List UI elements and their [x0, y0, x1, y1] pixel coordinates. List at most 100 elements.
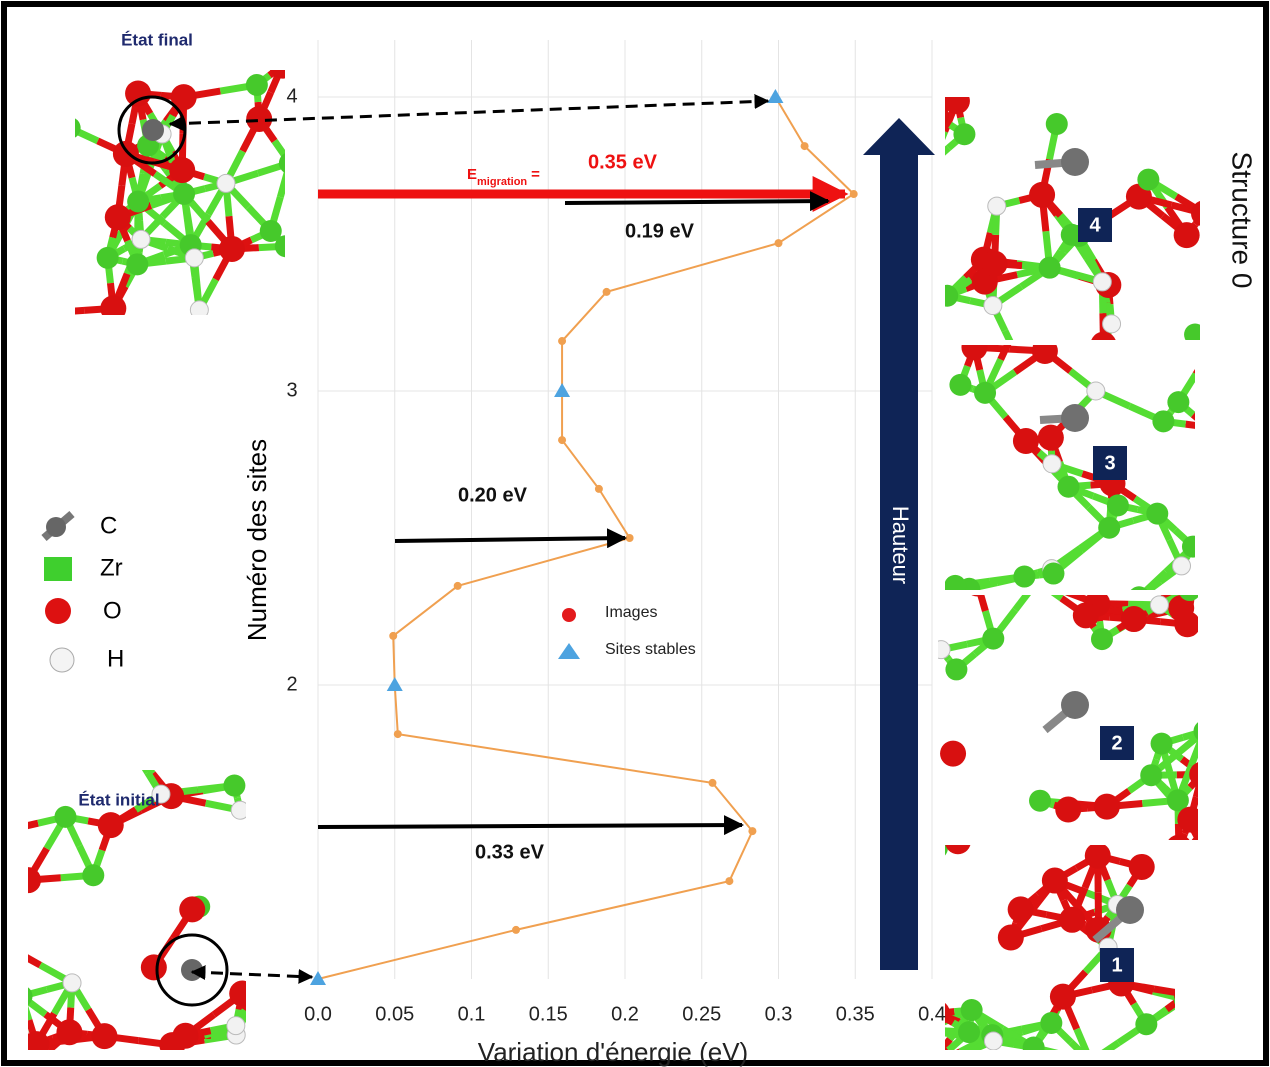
- dashed-arrow: [190, 965, 314, 984]
- atom: [184, 248, 204, 268]
- bond: [75, 306, 85, 315]
- y-tick-label: 4: [286, 85, 297, 107]
- atom: [54, 805, 77, 828]
- atom: [945, 284, 959, 307]
- image-point: [748, 827, 757, 836]
- atom: [1174, 611, 1198, 638]
- barrier-label: 0.19 eV: [625, 220, 695, 242]
- height-label: Hauteur: [888, 506, 913, 584]
- atom: [100, 295, 127, 315]
- bond: [1153, 985, 1175, 996]
- site-box: [1100, 726, 1134, 760]
- y-axis-label: Numéro des sites: [242, 439, 272, 641]
- atom-label: Zr: [100, 554, 123, 581]
- atom: [104, 204, 131, 231]
- atom: [1045, 113, 1068, 136]
- carbon: [142, 119, 164, 141]
- height-arrow: [863, 118, 935, 970]
- atom: [938, 640, 951, 660]
- stable-site: [767, 89, 784, 103]
- atom: [269, 70, 285, 79]
- image-point: [512, 925, 521, 934]
- x-tick-label: 0.15: [529, 1003, 568, 1025]
- bond: [1001, 329, 1014, 340]
- atom: [1086, 381, 1106, 401]
- atom: [997, 924, 1024, 951]
- bond: [945, 1037, 953, 1050]
- site-boxes: 4 3 2 1: [1078, 208, 1134, 982]
- carbon: [1061, 404, 1089, 432]
- bond: [28, 819, 39, 830]
- legend-label: Sites stables: [605, 641, 696, 658]
- atom: [945, 845, 971, 855]
- image-point: [558, 337, 567, 346]
- bond: [1175, 731, 1198, 756]
- image-point: [558, 436, 567, 445]
- structure-panel: [938, 595, 1198, 840]
- site-box-label: 4: [1089, 214, 1101, 236]
- atom-icon: [49, 647, 75, 673]
- atom: [241, 984, 246, 1005]
- bond: [1068, 1039, 1084, 1050]
- atom: [1013, 565, 1036, 588]
- atom: [1041, 867, 1068, 894]
- atom: [28, 867, 42, 894]
- atom: [274, 235, 285, 258]
- image-point: [393, 730, 402, 739]
- atom: [982, 627, 1005, 650]
- plot: 0.0 0.05 0.1 0.15 0.2 0.25 0.3 0.35 0.4 2 3 4 Images…: [286, 40, 946, 1025]
- atom: [1135, 1013, 1158, 1036]
- image-point: [389, 631, 398, 640]
- y-tick-label: 2: [286, 673, 297, 695]
- bond: [75, 126, 100, 145]
- site-box-label: 2: [1111, 732, 1122, 754]
- migration-sub: migration: [477, 176, 527, 188]
- atom: [189, 300, 209, 315]
- atom: [1042, 562, 1065, 585]
- x-tick-label: 0.35: [836, 1003, 875, 1025]
- x-tick-label: 0.25: [682, 1003, 721, 1025]
- atom-icon: [44, 557, 72, 581]
- atom: [1177, 806, 1198, 833]
- atom: [945, 1002, 950, 1024]
- bond: [945, 1013, 955, 1026]
- atom: [245, 74, 268, 97]
- atom: [1029, 789, 1052, 812]
- structure-panel: [945, 345, 1195, 590]
- atom: [218, 235, 245, 262]
- atom: [1072, 602, 1099, 629]
- site-box: [1100, 948, 1134, 982]
- bond: [945, 145, 951, 156]
- atom: [131, 229, 151, 249]
- atom: [945, 574, 967, 590]
- atom: [953, 123, 976, 146]
- bond: [271, 139, 285, 163]
- x-tick-label: 0.3: [765, 1003, 793, 1025]
- barrier-arrow: [564, 191, 830, 212]
- atom: [1031, 345, 1058, 365]
- atom: [91, 1023, 118, 1050]
- bond: [1142, 578, 1163, 590]
- x-tick-label: 0.2: [611, 1003, 639, 1025]
- atom: [1102, 314, 1122, 334]
- legend-marker: [562, 608, 576, 622]
- atom: [1166, 789, 1189, 812]
- image-point: [849, 190, 858, 199]
- image-point: [602, 287, 611, 296]
- final-state-label: État final: [121, 30, 193, 49]
- bond: [1101, 1039, 1121, 1050]
- atom: [1181, 535, 1195, 558]
- atom: [1098, 516, 1121, 539]
- atom: [140, 954, 167, 981]
- image-point: [800, 142, 809, 151]
- atom: [230, 800, 246, 820]
- atom: [1093, 793, 1120, 820]
- carbon: [181, 959, 203, 981]
- atom: [169, 157, 196, 184]
- atom: [1092, 272, 1112, 292]
- initial-state-label: État initial: [78, 790, 159, 809]
- stable-site: [310, 971, 326, 985]
- atom: [1184, 323, 1200, 340]
- atom: [1049, 983, 1076, 1010]
- atom: [173, 182, 196, 205]
